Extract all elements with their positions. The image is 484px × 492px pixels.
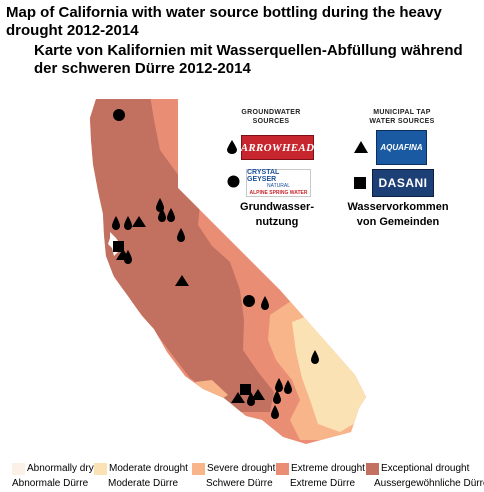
severe-drought-patch-coast xyxy=(195,380,228,400)
arrowhead-brand-logo: ARROWHEAD xyxy=(241,135,314,160)
municipal-caption-line1: Wasservorkommen xyxy=(347,201,449,213)
legend-label-de: Schwere Dürre xyxy=(206,478,273,489)
dasani-brand-logo: DASANI xyxy=(372,169,434,197)
arrowhead-brand-text: ARROWHEAD xyxy=(240,141,315,154)
legend-label-en: Exceptional drought xyxy=(381,463,470,474)
legend-label-de: Aussergewöhnliche Dürre xyxy=(374,478,484,489)
triangle-icon xyxy=(354,141,368,153)
dasani-brand-text: DASANI xyxy=(378,176,428,190)
legend-label-de: Moderate Dürre xyxy=(108,478,179,489)
groundwater-drop-marker xyxy=(247,392,255,406)
legend-label-en: Severe drought xyxy=(207,463,276,474)
groundwater-drop-marker xyxy=(273,390,281,404)
circle-icon xyxy=(227,175,240,188)
aquafina-brand-logo: AQUAFINA xyxy=(376,130,427,165)
municipal-header-line2: WATER SOURCES xyxy=(369,118,435,125)
crystal-geyser-brand-line2: NATURAL xyxy=(267,183,290,189)
aquafina-site-marker xyxy=(175,275,189,286)
crystal-geyser-brand-line1: CRYSTAL GEYSER xyxy=(247,169,280,183)
legend-label-de: Abnormale Dürre xyxy=(12,478,89,489)
legend-swatch xyxy=(12,463,25,475)
moderate-drought-zone xyxy=(292,312,366,432)
map-title-german: Karte von Kalifornien mit Wasserquellen-… xyxy=(34,42,463,77)
legend-swatch xyxy=(276,463,289,475)
municipal-caption: Wasservorkommen von Gemeinden xyxy=(342,200,454,230)
groundwater-drop-marker xyxy=(158,208,166,222)
groundwater-drop-marker xyxy=(284,380,292,394)
groundwater-header-line2: SOURCES xyxy=(252,118,290,125)
groundwater-caption: Grundwasser- nutzung xyxy=(232,200,322,230)
groundwater-sources-header: GROUNDWATER SOURCES xyxy=(238,108,304,126)
groundwater-drop-marker xyxy=(271,405,279,419)
legend-label-en: Abnormally dry xyxy=(27,463,94,474)
groundwater-drop-marker xyxy=(177,228,185,242)
drop-icon xyxy=(227,140,237,154)
aquafina-site-marker xyxy=(116,249,130,260)
legend-label-en: Extreme drought xyxy=(291,463,365,474)
municipal-header-line1: MUNICIPAL TAP xyxy=(373,109,431,116)
crystal-geyser-brand-line3: ALPINE SPRING WATER xyxy=(249,190,308,196)
aquafina-site-marker xyxy=(251,389,265,400)
drought-intensity-legend: Abnormally dry Abnormale Dürre Moderate … xyxy=(0,460,484,492)
crystal-geyser-brand-logo: CRYSTAL GEYSER NATURAL ALPINE SPRING WAT… xyxy=(246,169,311,197)
groundwater-drop-marker xyxy=(167,208,175,222)
municipal-sources-header: MUNICIPAL TAP WATER SOURCES xyxy=(362,108,442,126)
square-icon xyxy=(354,177,366,189)
legend-label-en: Moderate drought xyxy=(109,463,188,474)
groundwater-drop-marker xyxy=(275,378,283,392)
bottling-markers xyxy=(112,109,319,419)
groundwater-header-line1: GROUNDWATER xyxy=(241,109,301,116)
municipal-caption-line2: von Gemeinden xyxy=(356,216,440,228)
legend-swatch xyxy=(366,463,379,475)
groundwater-drop-marker xyxy=(112,216,120,230)
groundwater-drop-marker xyxy=(124,216,132,230)
groundwater-drop-marker xyxy=(261,296,269,310)
aquafina-site-marker xyxy=(231,392,245,403)
legend-swatch xyxy=(192,463,205,475)
dasani-site-marker xyxy=(240,384,251,395)
exceptional-drought-zone xyxy=(90,99,274,412)
crystal-geyser-site-marker xyxy=(243,295,255,307)
map-title-english: Map of California with water source bott… xyxy=(6,4,442,39)
groundwater-caption-line2: nutzung xyxy=(255,216,299,228)
legend-swatch xyxy=(94,463,107,475)
legend-label-de: Extreme Dürre xyxy=(290,478,356,489)
crystal-geyser-site-marker xyxy=(113,109,125,121)
aquafina-site-marker xyxy=(132,216,146,227)
aquafina-brand-text: AQUAFINA xyxy=(380,143,423,152)
dasani-site-marker xyxy=(113,241,124,252)
groundwater-caption-line1: Grundwasser- xyxy=(240,201,314,213)
groundwater-drop-marker xyxy=(311,350,319,364)
